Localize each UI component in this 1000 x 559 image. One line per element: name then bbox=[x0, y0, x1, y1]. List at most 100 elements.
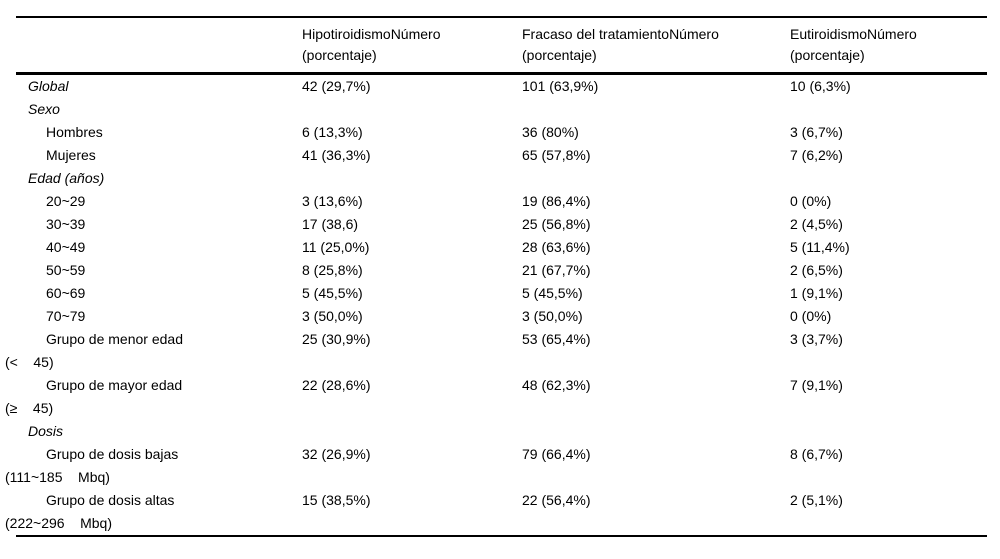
cell-value: 7 (6,2%) bbox=[790, 146, 843, 163]
cell-value: 11 (25,0%) bbox=[302, 238, 370, 255]
row-label-cell: Mujeres bbox=[0, 144, 302, 167]
row-label-cell: Global bbox=[0, 75, 302, 98]
top-rule bbox=[16, 16, 987, 18]
cell-value: 21 (67,7%) bbox=[522, 261, 591, 278]
cell-value: 3 (3,7%) bbox=[790, 330, 843, 347]
row-label: Global bbox=[28, 77, 69, 94]
row-label: Grupo de menor edad bbox=[46, 330, 183, 347]
cell-value: 0 (0%) bbox=[790, 307, 832, 324]
row-label-cell: 40~49 bbox=[0, 236, 302, 259]
row-label: 40~49 bbox=[46, 238, 86, 255]
table-row: 60~69 5 (45,5%) 5 (45,5%) 1 (9,1%) bbox=[0, 282, 1000, 305]
cell-value: 22 (56,4%) bbox=[522, 491, 591, 508]
cell-value: 0 (0%) bbox=[790, 192, 832, 209]
cell-value: 42 (29,7%) bbox=[302, 77, 371, 94]
table-row: Hombres 6 (13,3%) 36 (80%) 3 (6,7%) bbox=[0, 121, 1000, 144]
cell-value: 2 (6,5%) bbox=[790, 261, 843, 278]
row-label: 50~59 bbox=[46, 261, 86, 278]
cell-value: 1 (9,1%) bbox=[790, 284, 843, 301]
cell-value: 17 (38,6) bbox=[302, 215, 359, 232]
row-label: Grupo de mayor edad bbox=[46, 376, 183, 393]
column-header-fracaso: Fracaso del tratamientoNúmero (porcentaj… bbox=[522, 25, 719, 63]
row-label: Mujeres bbox=[46, 146, 96, 163]
row-label: 30~39 bbox=[46, 215, 86, 232]
row-label-cell: 70~79 bbox=[0, 305, 302, 328]
header-rule bbox=[16, 72, 987, 75]
cell-value: 3 (50,0%) bbox=[302, 307, 363, 324]
cell-value: 8 (6,7%) bbox=[790, 445, 843, 462]
table-body: Global 42 (29,7%) 101 (63,9%) 10 (6,3%) Sexo… bbox=[0, 75, 1000, 535]
cell-value: 3 (6,7%) bbox=[790, 123, 843, 140]
cell-value: 25 (30,9%) bbox=[302, 330, 371, 347]
table-row: Global 42 (29,7%) 101 (63,9%) 10 (6,3%) bbox=[0, 75, 1000, 98]
table-row: Grupo de dosis bajas (111~185 Mbq) 32 (26,… bbox=[0, 443, 1000, 489]
cell-value: 15 (38,5%) bbox=[302, 491, 371, 508]
row-label-cell: Edad (años) bbox=[0, 167, 302, 190]
cell-value: 79 (66,4%) bbox=[522, 445, 591, 462]
table-row: 50~59 8 (25,8%) 21 (67,7%) 2 (6,5%) bbox=[0, 259, 1000, 282]
row-label-cell: 20~29 bbox=[0, 190, 302, 213]
row-label: Edad (años) bbox=[28, 169, 105, 186]
cell-value: 2 (5,1%) bbox=[790, 491, 843, 508]
table-row: 30~39 17 (38,6) 25 (56,8%) 2 (4,5%) bbox=[0, 213, 1000, 236]
row-label: Hombres bbox=[46, 123, 103, 140]
cell-value: 101 (63,9%) bbox=[522, 77, 599, 94]
table-row: 70~79 3 (50,0%) 3 (50,0%) 0 (0%) bbox=[0, 305, 1000, 328]
cell-value: 53 (65,4%) bbox=[522, 330, 591, 347]
cell-value: 19 (86,4%) bbox=[522, 192, 591, 209]
table-row: Mujeres 41 (36,3%) 65 (57,8%) 7 (6,2%) bbox=[0, 144, 1000, 167]
row-label-cell: 50~59 bbox=[0, 259, 302, 282]
column-header-eutiroidismo: EutiroidismoNúmero (porcentaje) bbox=[790, 25, 917, 63]
row-label: 70~79 bbox=[46, 307, 86, 324]
table-row: Grupo de menor edad (< 45) 25 (30,9%) 53 (6… bbox=[0, 328, 1000, 374]
cell-value: 25 (56,8%) bbox=[522, 215, 591, 232]
row-label: Grupo de dosis bajas bbox=[46, 445, 179, 462]
cell-value: 32 (26,9%) bbox=[302, 445, 371, 462]
column-header-hipotiroidismo: HipotiroidismoNúmero (porcentaje) bbox=[302, 25, 441, 63]
cell-value: 10 (6,3%) bbox=[790, 77, 851, 94]
row-label: 60~69 bbox=[46, 284, 86, 301]
row-label-continuation: (< 45) bbox=[5, 353, 54, 370]
cell-value: 48 (62,3%) bbox=[522, 376, 591, 393]
cell-value: 65 (57,8%) bbox=[522, 146, 591, 163]
row-label-cell: Hombres bbox=[0, 121, 302, 144]
cell-value: 28 (63,6%) bbox=[522, 238, 591, 255]
table-row: 40~49 11 (25,0%) 28 (63,6%) 5 (11,4%) bbox=[0, 236, 1000, 259]
row-label-continuation: (222~296 Mbq) bbox=[5, 514, 113, 531]
cell-value: 3 (50,0%) bbox=[522, 307, 583, 324]
table-row: Grupo de mayor edad (≥ 45) 22 (28,6%) 48 (6… bbox=[0, 374, 1000, 420]
cell-value: 5 (45,5%) bbox=[302, 284, 363, 301]
row-label-cell: 60~69 bbox=[0, 282, 302, 305]
row-label: Dosis bbox=[28, 422, 64, 439]
row-label-cell: Grupo de menor edad (< 45) bbox=[0, 328, 302, 374]
bottom-rule bbox=[16, 534, 987, 537]
cell-value: 5 (45,5%) bbox=[522, 284, 583, 301]
row-label-cell: Grupo de dosis bajas (111~185 Mbq) bbox=[0, 443, 302, 489]
cell-value: 6 (13,3%) bbox=[302, 123, 363, 140]
cell-value: 8 (25,8%) bbox=[302, 261, 363, 278]
cell-value: 2 (4,5%) bbox=[790, 215, 843, 232]
cell-value: 22 (28,6%) bbox=[302, 376, 371, 393]
row-label-cell: Grupo de dosis altas (222~296 Mbq) bbox=[0, 489, 302, 535]
outcomes-table: HipotiroidismoNúmero (porcentaje) Fracas… bbox=[0, 16, 1000, 537]
table-row: Grupo de dosis altas (222~296 Mbq) 15 (38,… bbox=[0, 489, 1000, 535]
cell-value: 7 (9,1%) bbox=[790, 376, 843, 393]
row-label-continuation: (111~185 Mbq) bbox=[5, 468, 110, 485]
row-label-cell: Dosis bbox=[0, 420, 302, 443]
row-label: Grupo de dosis altas bbox=[46, 491, 175, 508]
cell-value: 3 (13,6%) bbox=[302, 192, 363, 209]
row-label: 20~29 bbox=[46, 192, 86, 209]
row-label-cell: 30~39 bbox=[0, 213, 302, 236]
table-row: 20~29 3 (13,6%) 19 (86,4%) 0 (0%) bbox=[0, 190, 1000, 213]
table-row: Sexo bbox=[0, 98, 1000, 121]
row-label-continuation: (≥ 45) bbox=[5, 399, 54, 416]
row-label-cell: Sexo bbox=[0, 98, 302, 121]
cell-value: 5 (11,4%) bbox=[790, 238, 850, 255]
cell-value: 36 (80%) bbox=[522, 123, 579, 140]
table-header: HipotiroidismoNúmero (porcentaje) Fracas… bbox=[0, 18, 1000, 73]
row-label-cell: Grupo de mayor edad (≥ 45) bbox=[0, 374, 302, 420]
cell-value: 41 (36,3%) bbox=[302, 146, 371, 163]
table-row: Dosis bbox=[0, 420, 1000, 443]
row-label: Sexo bbox=[28, 100, 60, 117]
table-row: Edad (años) bbox=[0, 167, 1000, 190]
